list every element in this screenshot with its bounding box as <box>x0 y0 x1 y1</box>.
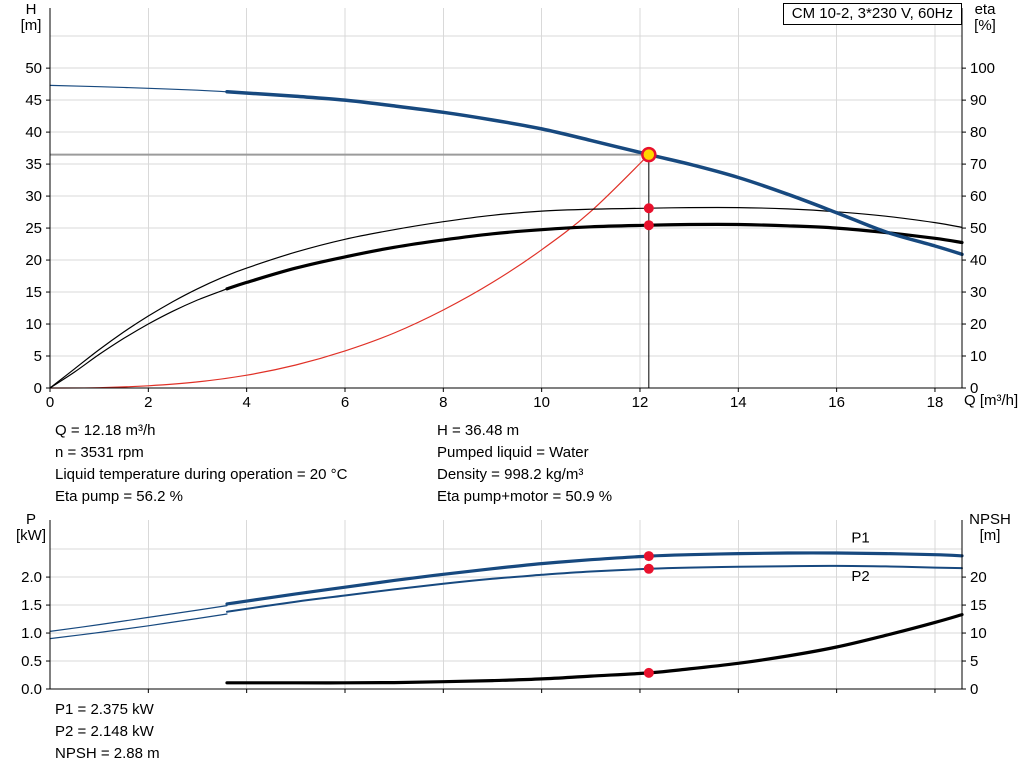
head-axis-title-line1: H <box>25 1 37 18</box>
p1-curve <box>225 551 964 606</box>
right-tick-label: 20 <box>970 316 987 333</box>
left-tick-label: 45 <box>25 92 42 109</box>
liquid-temperature-value: Liquid temperature during operation = 20… <box>55 466 348 483</box>
eta-axis-title-line1: eta <box>974 1 996 18</box>
x-tick-label: 2 <box>144 394 152 411</box>
flow-value: Q = 12.18 m³/h <box>55 422 156 439</box>
right-tick-label: 90 <box>970 92 987 109</box>
left-tick-label: 1.5 <box>21 597 42 614</box>
eta-pump-motor-value: Eta pump+motor = 50.9 % <box>437 488 613 505</box>
duty-point[interactable] <box>641 146 657 163</box>
left-tick-label: 15 <box>25 284 42 301</box>
eta-axis-title-line2: [%] <box>974 17 996 34</box>
p1-value: P1 = 2.375 kW <box>55 701 154 718</box>
eta-axis-title: eta [%] <box>963 2 1007 34</box>
x-tick-label: 6 <box>341 394 349 411</box>
left-tick-label: 2.0 <box>21 569 42 586</box>
power-annotations: P1 = 2.375 kW P2 = 2.148 kW NPSH = 2.88 … <box>55 699 160 765</box>
right-tick-label: 60 <box>970 188 987 205</box>
pumped-liquid-value: Pumped liquid = Water <box>437 444 589 461</box>
right-tick-label: 100 <box>970 60 995 77</box>
left-tick-label: 50 <box>25 60 42 77</box>
right-tick-label: 10 <box>970 625 987 642</box>
left-tick-label: 35 <box>25 156 42 173</box>
left-tick-label: 30 <box>25 188 42 205</box>
system-curve <box>49 154 650 389</box>
eta-pump-curve <box>49 206 963 389</box>
p2-curve <box>226 564 963 613</box>
speed-value: n = 3531 rpm <box>55 444 144 461</box>
left-tick-label: 5 <box>34 348 42 365</box>
npsh-axis-title-line1: NPSH <box>969 511 1011 528</box>
right-tick-label: 0 <box>970 380 978 397</box>
head-value: H = 36.48 m <box>437 422 520 439</box>
p2-label: P2 <box>851 568 869 585</box>
right-tick-label: 30 <box>970 284 987 301</box>
p1-curve-thin <box>49 605 228 632</box>
p1-dot <box>643 551 654 562</box>
flow-axis-title: Q [m³/h] <box>964 392 1019 409</box>
right-tick-label: 50 <box>970 220 987 237</box>
eta-pump-value: Eta pump = 56.2 % <box>55 488 183 505</box>
left-tick-label: 20 <box>25 252 42 269</box>
p2-value: P2 = 2.148 kW <box>55 723 154 740</box>
p2-curve-thin <box>49 613 228 640</box>
x-tick-label: 14 <box>730 394 747 411</box>
left-tick-label: 0.0 <box>21 681 42 698</box>
duty-annotations-left: Q = 12.18 m³/h n = 3531 rpm Liquid tempe… <box>55 420 347 508</box>
x-tick-label: 0 <box>46 394 54 411</box>
right-tick-label: 70 <box>970 156 987 173</box>
right-tick-label: 20 <box>970 569 987 586</box>
x-tick-label: 10 <box>533 394 550 411</box>
power-axis-title-line1: P <box>25 511 36 528</box>
left-tick-label: 0.5 <box>21 653 42 670</box>
left-tick-label: 10 <box>25 316 42 333</box>
right-tick-label: 80 <box>970 124 987 141</box>
right-tick-label: 40 <box>970 252 987 269</box>
left-tick-label: 1.0 <box>21 625 42 642</box>
left-tick-label: 25 <box>25 220 42 237</box>
x-tick-label: 8 <box>439 394 447 411</box>
x-tick-label: 16 <box>828 394 845 411</box>
p1-label: P1 <box>851 529 869 546</box>
eta-pump-motor-dot <box>643 220 654 231</box>
pump-model-title-box: CM 10-2, 3*230 V, 60Hz <box>782 3 962 25</box>
power-npsh-chart: 0.0 0.5 1.0 1.5 2.0 0 5 10 15 20 P1 P2 <box>21 520 987 698</box>
x-tick-label: 12 <box>632 394 649 411</box>
npsh-curve <box>225 613 964 685</box>
right-tick-label: 10 <box>970 348 987 365</box>
left-tick-label: 40 <box>25 124 42 141</box>
npsh-axis-title-line2: [m] <box>979 527 1001 544</box>
eta-pump-motor-thin <box>49 288 228 389</box>
head-eta-chart: 0 2 4 6 8 10 12 14 16 18 0 5 10 15 20 25 30 35 40 45 50 0 10 20… <box>25 8 995 411</box>
head-axis-title: H [m] <box>11 2 51 34</box>
duty-annotations-right: H = 36.48 m Pumped liquid = Water Densit… <box>437 420 612 508</box>
eta-pump-dot <box>643 203 654 214</box>
right-tick-label: 0 <box>970 681 978 698</box>
density-value: Density = 998.2 kg/m³ <box>437 466 584 483</box>
x-tick-label: 18 <box>927 394 944 411</box>
npsh-dot <box>643 667 654 678</box>
x-tick-label: 4 <box>242 394 250 411</box>
npsh-axis-title: NPSH [m] <box>962 512 1018 544</box>
eta-pump-motor-curve <box>225 222 964 291</box>
right-tick-label: 5 <box>970 653 978 670</box>
head-curve <box>225 90 964 257</box>
left-tick-label: 0 <box>34 380 42 397</box>
head-curve-thin <box>49 84 228 93</box>
right-tick-label: 15 <box>970 597 987 614</box>
p2-dot <box>643 563 654 574</box>
head-axis-title-line2: [m] <box>20 17 42 34</box>
power-axis-title-line2: [kW] <box>16 527 46 544</box>
power-axis-title: P [kW] <box>10 512 52 544</box>
npsh-value: NPSH = 2.88 m <box>55 745 160 762</box>
